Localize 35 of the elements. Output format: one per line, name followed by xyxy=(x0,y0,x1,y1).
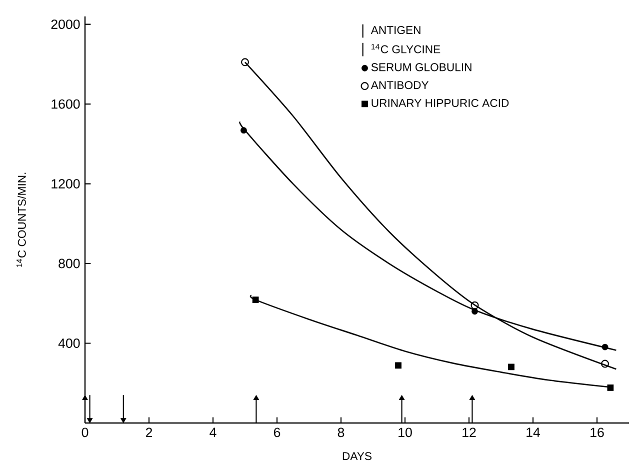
point xyxy=(469,395,476,400)
legend-label: $^{14}$C GLYCINE xyxy=(371,44,440,54)
x-tick-label: 0 xyxy=(82,428,88,438)
x-tick-label: 2 xyxy=(146,428,152,438)
x-tick-label: 10 xyxy=(398,428,412,438)
legend-label: ANTIGEN xyxy=(370,26,420,34)
x-tick-label: 6 xyxy=(274,428,280,438)
x-tick-label: 14 xyxy=(526,428,540,437)
y-tick-label: 400 xyxy=(58,338,80,348)
point xyxy=(470,301,479,310)
point xyxy=(601,360,610,368)
y-tick-label: 1600 xyxy=(52,99,80,109)
point xyxy=(398,395,405,400)
point xyxy=(602,344,608,350)
point xyxy=(472,308,478,315)
y-tick-label: 2000 xyxy=(51,20,80,30)
point xyxy=(508,364,514,370)
point xyxy=(253,395,260,400)
y-tick-label: 1200 xyxy=(52,179,80,188)
point xyxy=(607,384,614,391)
point xyxy=(241,58,250,66)
y-tick-label: 800 xyxy=(58,258,80,268)
legend-label: ANTIBODY xyxy=(370,81,429,90)
x-tick-label: 16 xyxy=(590,428,604,438)
x-tick-label: 8 xyxy=(338,428,344,438)
x-tick-label: 4 xyxy=(210,428,216,437)
legend-label: SERUM GLOBULIN xyxy=(371,63,472,72)
point xyxy=(395,362,402,369)
x-tick-label: 12 xyxy=(462,428,476,438)
x-axis-title: DAYS xyxy=(342,452,372,460)
point xyxy=(82,395,88,400)
point xyxy=(240,127,247,134)
legend-label: URINARY HIPPURIC ACID xyxy=(372,99,509,108)
y-axis-title: $^{14}$C COUNTS/MIN. xyxy=(16,172,26,267)
point xyxy=(252,296,259,304)
